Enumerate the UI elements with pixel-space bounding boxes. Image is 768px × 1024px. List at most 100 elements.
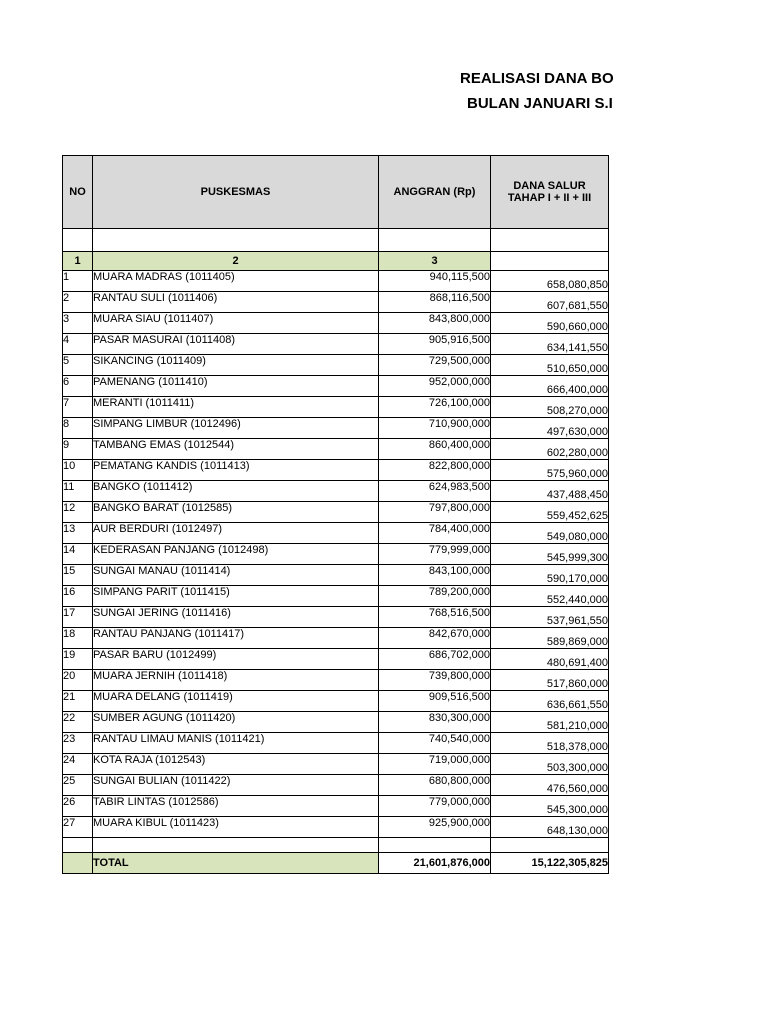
row-number-cell: 17 [62,606,93,628]
table-row: 2 RANTAU SULI (1011406) 868,116,500 607,681… [62,291,609,313]
row-number-cell: 20 [62,669,93,691]
header-dana-salur-line1: DANA SALUR [513,180,586,192]
table-row: 23 RANTAU LIMAU MANIS (1011421) 740,540,00… [62,732,609,754]
table-row: 14 KEDERASAN PANJANG (1012498) 779,999,000… [62,543,609,565]
anggran-cell: 726,100,000 [378,396,491,418]
row-number-cell: 18 [62,627,93,649]
spacer-row [62,228,609,252]
anggran-cell: 843,800,000 [378,312,491,334]
row-number-cell: 13 [62,522,93,544]
table-row: 27 MUARA KIBUL (1011423) 925,900,000 648,13… [62,816,609,838]
table-row: 11 BANGKO (1011412) 624,983,500 437,488,450 [62,480,609,502]
total-no-cell [62,852,93,874]
puskesmas-cell: RANTAU SULI (1011406) [92,291,379,313]
table-row: 26 TABIR LINTAS (1012586) 779,000,000 545,3… [62,795,609,817]
table-row: 16 SIMPANG PARIT (1011415) 789,200,000 552,… [62,585,609,607]
anggran-cell: 909,516,500 [378,690,491,712]
report-title: REALISASI DANA BO BULAN JANUARI S.I [460,66,614,116]
row-number-cell: 12 [62,501,93,523]
anggran-cell: 789,200,000 [378,585,491,607]
anggran-cell: 740,540,000 [378,732,491,754]
total-anggran: 21,601,876,000 [378,852,491,874]
anggran-cell: 779,000,000 [378,795,491,817]
row-number-cell: 10 [62,459,93,481]
table-row: 21 MUARA DELANG (1011419) 909,516,500 636,6… [62,690,609,712]
gap-row [62,837,609,853]
dana-salur-cell: 510,650,000 [490,354,609,376]
puskesmas-cell: PASAR MASURAI (1011408) [92,333,379,355]
table-row: 3 MUARA SIAU (1011407) 843,800,000 590,660,… [62,312,609,334]
puskesmas-cell: BANGKO BARAT (1012585) [92,501,379,523]
puskesmas-cell: MUARA JERNIH (1011418) [92,669,379,691]
table-row: 4 PASAR MASURAI (1011408) 905,916,500 634,1… [62,333,609,355]
anggran-cell: 952,000,000 [378,375,491,397]
anggran-cell: 710,900,000 [378,417,491,439]
anggran-cell: 797,800,000 [378,501,491,523]
table-row: 7 MERANTI (1011411) 726,100,000 508,270,000 [62,396,609,418]
puskesmas-cell: PASAR BARU (1012499) [92,648,379,670]
table-row: 6 PAMENANG (1011410) 952,000,000 666,400,00… [62,375,609,397]
dana-salur-cell: 634,141,550 [490,333,609,355]
anggran-cell: 822,800,000 [378,459,491,481]
colnum-3: 3 [378,251,491,271]
anggran-cell: 940,115,500 [378,270,491,292]
puskesmas-cell: SUNGAI JERING (1011416) [92,606,379,628]
dana-salur-cell: 666,400,000 [490,375,609,397]
dana-salur-cell: 607,681,550 [490,291,609,313]
dana-salur-cell: 590,170,000 [490,564,609,586]
dana-salur-cell: 517,860,000 [490,669,609,691]
header-puskesmas: PUSKESMAS [92,155,379,229]
dana-salur-cell: 589,869,000 [490,627,609,649]
dana-salur-cell: 581,210,000 [490,711,609,733]
anggran-cell: 779,999,000 [378,543,491,565]
table-row: 24 KOTA RAJA (1012543) 719,000,000 503,300,… [62,753,609,775]
anggran-cell: 729,500,000 [378,354,491,376]
dana-salur-cell: 518,378,000 [490,732,609,754]
puskesmas-cell: PEMATANG KANDIS (1011413) [92,459,379,481]
row-number-cell: 11 [62,480,93,502]
puskesmas-cell: RANTAU LIMAU MANIS (1011421) [92,732,379,754]
table-row: 8 SIMPANG LIMBUR (1012496) 710,900,000 497,… [62,417,609,439]
puskesmas-cell: RANTAU PANJANG (1011417) [92,627,379,649]
row-number-cell: 19 [62,648,93,670]
dana-salur-cell: 559,452,625 [490,501,609,523]
puskesmas-cell: TABIR LINTAS (1012586) [92,795,379,817]
row-number-cell: 9 [62,438,93,460]
anggran-cell: 925,900,000 [378,816,491,838]
anggran-cell: 719,000,000 [378,753,491,775]
row-number-cell: 6 [62,375,93,397]
table-row: 15 SUNGAI MANAU (1011414) 843,100,000 590,1… [62,564,609,586]
puskesmas-cell: MERANTI (1011411) [92,396,379,418]
header-no: NO [62,155,93,229]
puskesmas-cell: SIMPANG PARIT (1011415) [92,585,379,607]
dana-salur-cell: 476,560,000 [490,774,609,796]
anggran-cell: 768,516,500 [378,606,491,628]
row-number-cell: 26 [62,795,93,817]
puskesmas-cell: SUNGAI BULIAN (1011422) [92,774,379,796]
anggran-cell: 784,400,000 [378,522,491,544]
puskesmas-cell: PAMENANG (1011410) [92,375,379,397]
dana-salur-cell: 497,630,000 [490,417,609,439]
puskesmas-cell: TAMBANG EMAS (1012544) [92,438,379,460]
anggran-cell: 739,800,000 [378,669,491,691]
puskesmas-cell: KEDERASAN PANJANG (1012498) [92,543,379,565]
column-number-row: 1 2 3 [62,251,609,271]
table-row: 20 MUARA JERNIH (1011418) 739,800,000 517,8… [62,669,609,691]
anggran-cell: 686,702,000 [378,648,491,670]
puskesmas-cell: AUR BERDURI (1012497) [92,522,379,544]
anggran-cell: 905,916,500 [378,333,491,355]
puskesmas-cell: MUARA DELANG (1011419) [92,690,379,712]
dana-salur-cell: 590,660,000 [490,312,609,334]
dana-salur-cell: 575,960,000 [490,459,609,481]
row-number-cell: 5 [62,354,93,376]
row-number-cell: 21 [62,690,93,712]
dana-salur-cell: 437,488,450 [490,480,609,502]
table-row: 12 BANGKO BARAT (1012585) 797,800,000 559,4… [62,501,609,523]
anggran-cell: 680,800,000 [378,774,491,796]
table-row: 9 TAMBANG EMAS (1012544) 860,400,000 602,28… [62,438,609,460]
dana-salur-cell: 636,661,550 [490,690,609,712]
table-row: 10 PEMATANG KANDIS (1011413) 822,800,000 57… [62,459,609,481]
dana-salur-cell: 549,080,000 [490,522,609,544]
total-label: TOTAL [92,852,379,874]
table-row: 18 RANTAU PANJANG (1011417) 842,670,000 589… [62,627,609,649]
